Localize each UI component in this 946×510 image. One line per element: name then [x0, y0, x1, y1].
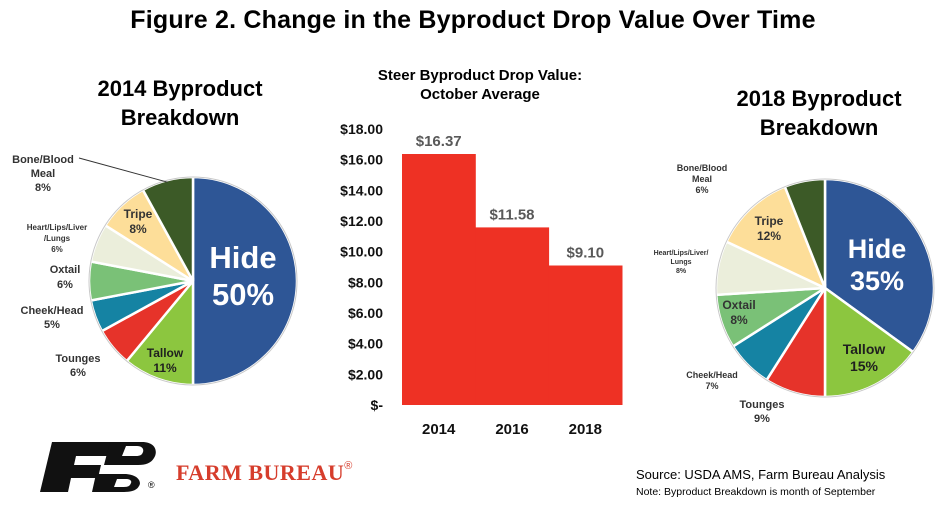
bar-chart-ytick-label: $2.00 [348, 366, 383, 382]
pie2018-label-cheek-head: Cheek/Head 7% [686, 370, 738, 391]
pie2018-label-bone-blood-meal-line: Bone/Blood [677, 163, 728, 173]
bar-chart: $- $2.00 $4.00 $6.00 $8.00 $10.00 $12.00 $14.00… [340, 121, 623, 438]
bar-category-label: 2014 [422, 421, 456, 438]
brand-registered: ® [344, 460, 353, 472]
bar-2018 [548, 265, 623, 405]
pie2014-label-heart-lips-liver-lungs: Heart/Lips/Liver/Lungs 6% [27, 223, 87, 254]
bar-chart-ytick-label: $18.00 [340, 121, 383, 137]
bar-chart-title-line1: Steer Byproduct Drop Value: [377, 67, 583, 84]
pie2014-label-hide-line: Hide [209, 240, 276, 275]
pie2014-label-heart-lips-liver-lungs-line: Heart/Lips/Liver [27, 223, 87, 232]
pie-2018: Hide 35% Tallow 15% Tounges 9% Cheek/Head 7% Oxt… [654, 163, 936, 425]
bar-category-label: 2018 [569, 421, 602, 438]
pie2014-label-hide-line: 50% [212, 277, 274, 312]
pie2014-label-tounges-line: Tounges [55, 353, 100, 365]
pie2018-label-hide-line: 35% [850, 266, 904, 296]
bar-chart-title-line2: October Average [420, 86, 540, 103]
pie2014-label-tripe: Tripe 8% [124, 207, 153, 236]
pie-2018-title: 2018 Byproduct Breakdown [704, 84, 934, 142]
bar-chart-ytick-label: $14.00 [340, 182, 383, 198]
pie2014-label-oxtail-line: Oxtail [50, 264, 81, 276]
bar-chart-ytick-label: $4.00 [348, 336, 383, 352]
pie-2018-title-line1: 2018 Byproduct [736, 86, 902, 111]
pie2018-label-heart-lips-liver-lungs: Heart/Lips/Liver/Lungs 8% [654, 250, 709, 275]
pie2018-label-tounges-line: Tounges [739, 399, 784, 411]
pie-2014-title-line1: 2014 Byproduct [97, 76, 263, 101]
figure-title: Figure 2. Change in the Byproduct Drop V… [130, 6, 816, 34]
pie2014-label-bone-blood-meal-line: 8% [35, 182, 51, 194]
pie-2018-title-line2: Breakdown [759, 115, 879, 140]
bar-chart-ytick-label: $- [371, 397, 384, 413]
pie2018-label-cheek-head-line: 7% [705, 381, 718, 391]
pie-2014: Hide 50% Tallow 11% Tounges 6% Cheek/Head 5% Oxt… [12, 154, 299, 387]
bar-value-label: $16.37 [416, 133, 462, 150]
pie2014-label-heart-lips-liver-lungs-line: 6% [51, 245, 63, 254]
pie2014-label-tallow-line: Tallow [147, 346, 184, 360]
bar-2014 [402, 154, 476, 405]
pie2018-label-tallow-line: Tallow [843, 341, 886, 357]
pie2018-label-heart-lips-liver-lungs-line: Lungs [671, 259, 692, 266]
pie2014-label-tounges: Tounges 6% [55, 353, 100, 379]
pie2018-label-cheek-head-line: Cheek/Head [686, 370, 738, 380]
pie2014-label-cheek-head-line: Cheek/Head [21, 305, 84, 317]
pie2018-label-tripe: Tripe 12% [755, 214, 784, 243]
bar-chart-ytick-label: $16.00 [340, 152, 383, 168]
bar-chart-ytick-label: $8.00 [348, 274, 383, 290]
pie-2014-title: 2014 Byproduct Breakdown [60, 74, 300, 132]
pie2018-label-tallow: Tallow 15% [843, 341, 886, 374]
pie2018-label-oxtail-line: Oxtail [722, 298, 755, 312]
pie2018-label-heart-lips-liver-lungs-line: 8% [676, 268, 687, 275]
pie2018-outline [715, 178, 935, 398]
pie2014-label-bone-blood-meal-line: Meal [31, 168, 55, 180]
pie2018-label-tripe-line: Tripe [755, 214, 784, 228]
pie2014-label-cheek-head: Cheek/Head 5% [21, 305, 84, 331]
bar-value-label: $9.10 [567, 245, 605, 262]
pie2014-label-bone-blood-meal: Bone/Blood Meal 8% [12, 154, 74, 194]
pie2018-label-tallow-line: 15% [850, 358, 879, 374]
bar-chart-title: Steer Byproduct Drop Value: October Aver… [365, 66, 595, 104]
pie2018-label-oxtail: Oxtail 8% [722, 298, 755, 327]
bar-chart-ytick-label: $10.00 [340, 244, 383, 260]
pie2018-label-tounges: Tounges 9% [739, 399, 784, 425]
pie2018-label-bone-blood-meal: Bone/Blood Meal 6% [677, 163, 728, 195]
pie-2014-title-line2: Breakdown [120, 105, 240, 130]
pie2018-label-hide: Hide 35% [848, 234, 907, 296]
farm-bureau-logo-mark [40, 442, 156, 492]
pie2018-label-oxtail-line: 8% [730, 313, 748, 327]
pie2014-label-oxtail: Oxtail 6% [50, 264, 81, 291]
note-text: Note: Byproduct Breakdown is month of Se… [636, 486, 876, 498]
logo-registered-mark: ® [148, 480, 155, 490]
pie2018-label-bone-blood-meal-line: Meal [692, 174, 712, 184]
pie2018-label-hide-line: Hide [848, 234, 907, 264]
pie2018-label-heart-lips-liver-lungs-line: Heart/Lips/Liver/ [654, 250, 709, 257]
pie2014-label-hide: Hide 50% [209, 240, 276, 312]
pie2014-label-tallow: Tallow 11% [147, 346, 184, 375]
bar-category-label: 2016 [495, 421, 528, 438]
pie2014-label-tripe-line: Tripe [124, 207, 153, 221]
pie2014-leader-bone-blood-meal [78, 157, 168, 183]
bar-chart-ytick-label: $12.00 [340, 213, 383, 229]
pie2018-label-tripe-line: 12% [757, 229, 781, 243]
pie2014-label-tripe-line: 8% [129, 222, 147, 236]
pie2014-label-bone-blood-meal-line: Bone/Blood [12, 154, 74, 166]
pie2018-label-tounges-line: 9% [754, 413, 770, 425]
pie2014-label-oxtail-line: 6% [57, 279, 73, 291]
pie2014-outline [88, 176, 298, 386]
bar-value-label: $11.58 [489, 206, 534, 223]
pie2014-label-tallow-line: 11% [153, 361, 177, 375]
farm-bureau-wordmark: FARM BUREAU® [176, 460, 352, 486]
pie2014-label-tounges-line: 6% [70, 367, 86, 379]
brand-name: FARM BUREAU [176, 460, 345, 485]
bar-chart-ytick-label: $6.00 [348, 305, 383, 321]
pie2014-label-cheek-head-line: 5% [44, 319, 60, 331]
pie2014-label-heart-lips-liver-lungs-line: /Lungs [44, 234, 71, 243]
pie2018-label-bone-blood-meal-line: 6% [695, 185, 708, 195]
bar-2016 [475, 227, 550, 405]
source-text: Source: USDA AMS, Farm Bureau Analysis [636, 467, 886, 482]
